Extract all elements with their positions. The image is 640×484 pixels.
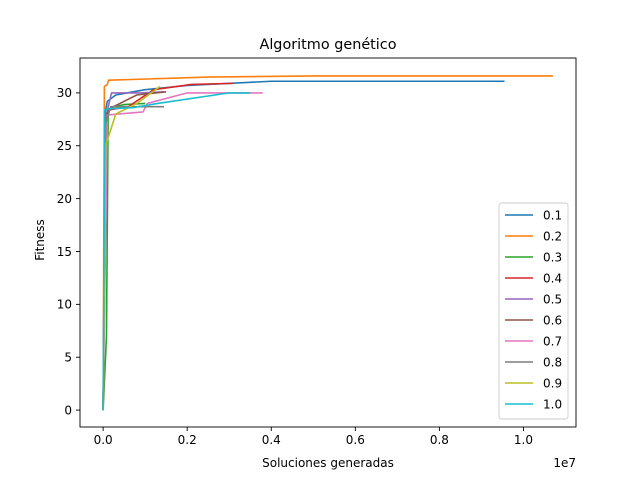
series-line-0.2 — [102, 75, 553, 411]
y-tick-label: 20 — [57, 192, 72, 206]
legend-label-0.3: 0.3 — [543, 251, 562, 265]
legend-label-1.0: 1.0 — [543, 398, 562, 412]
legend-label-0.4: 0.4 — [543, 272, 562, 286]
axes-frame — [79, 57, 577, 428]
legend-label-0.8: 0.8 — [543, 356, 562, 370]
plot-area — [102, 75, 553, 411]
legend-label-0.6: 0.6 — [543, 314, 562, 328]
chart-title: Algoritmo genético — [259, 37, 396, 53]
x-tick-label: 1.0 — [514, 433, 533, 447]
x-tick-label: 0.2 — [178, 433, 197, 447]
series-line-0.7 — [102, 92, 263, 411]
x-tick-label: 0.8 — [430, 433, 449, 447]
y-axis-label: Fitness — [33, 219, 47, 261]
axes: 0.0 0.2 0.4 0.6 0.8 1.0 0 5 10 15 20 25 30 — [57, 57, 577, 447]
y-tick-label: 0 — [64, 403, 72, 417]
y-tick-label: 10 — [57, 298, 72, 312]
x-axis-label: Soluciones generadas — [262, 456, 394, 470]
legend-label-0.2: 0.2 — [543, 230, 562, 244]
y-tick-label: 15 — [57, 245, 72, 259]
y-tick-label: 5 — [64, 351, 72, 365]
series-line-1.0 — [102, 92, 251, 411]
x-tick-label: 0.4 — [262, 433, 281, 447]
legend-label-0.9: 0.9 — [543, 377, 562, 391]
x-tick-label: 0.6 — [346, 433, 365, 447]
legend-label-0.7: 0.7 — [543, 335, 562, 349]
legend-label-0.5: 0.5 — [543, 293, 562, 307]
legend: 0.1 0.2 0.3 0.4 0.5 0.6 0.7 0.8 0.9 1.0 — [498, 202, 569, 420]
x-tick-label: 0.0 — [94, 433, 113, 447]
x-axis-offset-label: 1e7 — [553, 456, 576, 470]
y-tick-label: 30 — [57, 86, 72, 100]
y-tick-label: 25 — [57, 139, 72, 153]
legend-label-0.1: 0.1 — [543, 209, 562, 223]
